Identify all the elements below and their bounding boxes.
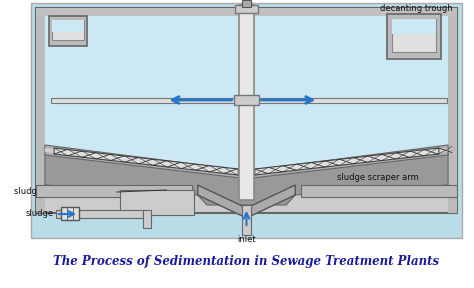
Text: decanting trough
(outflow): decanting trough (outflow) <box>380 4 452 24</box>
Polygon shape <box>255 148 439 175</box>
Bar <box>242 0 251 7</box>
Bar <box>36 8 457 213</box>
Text: inlet: inlet <box>237 235 256 244</box>
Bar <box>51 98 239 103</box>
Bar <box>144 210 151 228</box>
Polygon shape <box>45 145 240 178</box>
Bar <box>36 8 457 16</box>
Text: sludge collecting trough: sludge collecting trough <box>14 187 116 196</box>
Bar <box>236 5 257 13</box>
Polygon shape <box>198 185 295 218</box>
Bar <box>36 185 192 197</box>
Bar <box>448 8 457 213</box>
Bar <box>387 14 441 59</box>
Text: sludge scraper arm: sludge scraper arm <box>337 173 419 183</box>
Polygon shape <box>45 148 240 175</box>
Bar <box>120 190 194 215</box>
Polygon shape <box>45 153 448 205</box>
Polygon shape <box>253 145 448 178</box>
Bar <box>56 210 148 218</box>
Bar <box>239 5 254 200</box>
Bar <box>45 14 448 184</box>
Bar <box>52 20 83 32</box>
Text: sludge: sludge <box>26 209 54 219</box>
Bar <box>254 98 447 103</box>
Bar <box>61 207 79 220</box>
Text: The Process of Sedimentation in Sewage Treatment Plants: The Process of Sedimentation in Sewage T… <box>54 255 439 268</box>
Bar <box>52 20 83 40</box>
Bar <box>242 205 251 235</box>
Bar <box>392 19 436 52</box>
Bar <box>234 95 259 105</box>
Bar <box>49 16 87 46</box>
Bar <box>36 8 45 213</box>
Polygon shape <box>54 148 238 175</box>
Polygon shape <box>253 148 448 175</box>
Bar <box>301 185 457 197</box>
Bar <box>31 3 462 238</box>
Bar <box>392 19 436 34</box>
